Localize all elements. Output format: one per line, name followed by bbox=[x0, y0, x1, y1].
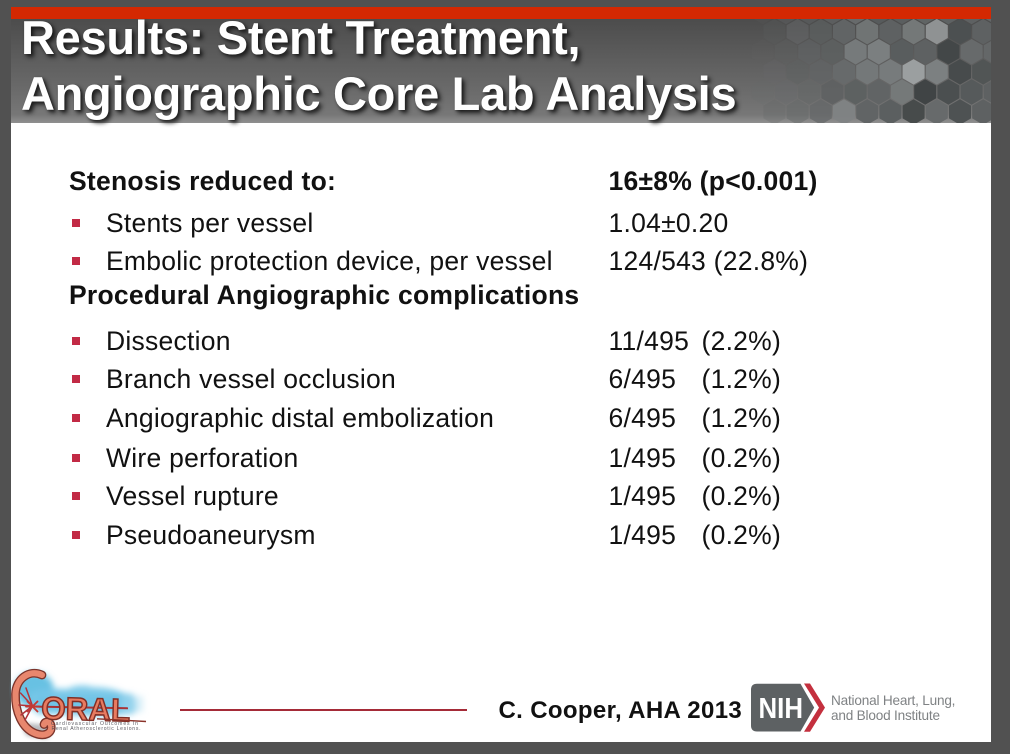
svg-text:Cardiovascular Outcomes In: Cardiovascular Outcomes In bbox=[51, 721, 138, 727]
svg-text:NIH: NIH bbox=[759, 693, 804, 725]
svg-text:Renal Atherosclerotic Lesions.: Renal Atherosclerotic Lesions. bbox=[52, 726, 141, 732]
svg-text:ORAL: ORAL bbox=[41, 690, 131, 728]
